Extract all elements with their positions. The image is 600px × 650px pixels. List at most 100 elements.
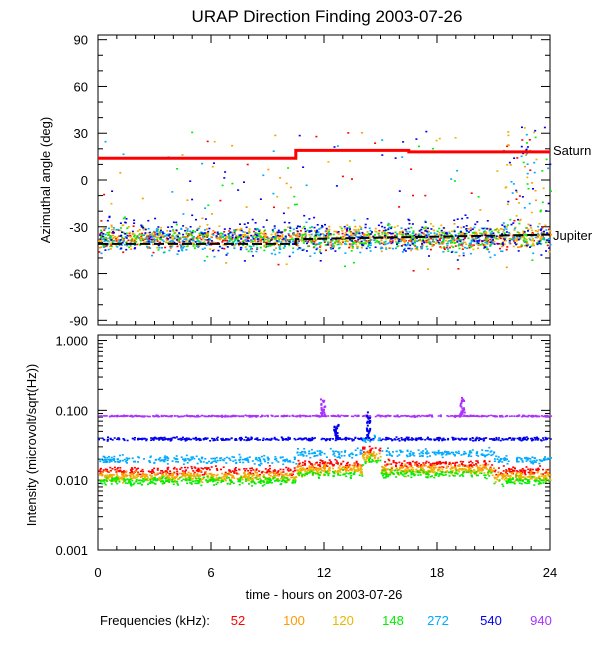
azimuth-point-540 [182,233,185,236]
intensity-point-540 [270,438,273,440]
intensity-point-272 [500,458,503,460]
intensity-point-272 [538,459,541,461]
azimuth-point-100 [205,233,208,235]
azimuth-point-120 [400,233,403,236]
azimuth-point-120 [292,234,295,236]
intensity-point-272 [529,458,532,460]
intensity-point-940 [125,415,128,417]
azimuth-point-540 [364,226,367,229]
intensity-point-940 [128,415,131,417]
intensity-point-540 [153,437,156,440]
azimuth-point-148 [291,238,294,241]
intensity-point-272 [202,461,205,463]
intensity-point-100 [226,475,229,477]
azimuth-point-272 [369,242,372,244]
intensity-point-52 [249,467,252,470]
intensity-point-272 [455,451,457,453]
azimuth-point-540 [422,240,425,242]
intensity-point-52 [130,467,133,469]
azimuth-point-540 [112,231,115,234]
azimuth-point-540 [525,148,528,151]
intensity-point-52 [454,461,457,464]
azimuth-point-120 [505,226,508,228]
azimuth-point-272 [202,235,204,238]
intensity-point-52 [471,462,474,464]
intensity-panel-frame [97,334,551,551]
intensity-point-272 [247,459,249,462]
azimuth-point-120 [432,229,435,232]
intensity-point-540 [196,438,199,440]
intensity-point-272 [266,457,269,459]
azimuth-point-100 [534,230,537,232]
azimuth-point-52 [188,233,190,235]
azimuth-point-540 [305,250,308,252]
intensity-point-52 [483,464,486,466]
intensity-point-940 [247,415,250,417]
azimuth-point-100 [401,230,404,233]
azimuth-point-148 [227,234,230,237]
azimuth-point-540 [279,231,282,233]
intensity-point-52 [542,468,544,471]
azimuth-point-100 [403,240,406,242]
intensity-point-272 [259,460,262,463]
azimuth-point-540 [481,240,484,242]
azimuth-point-52 [98,251,101,253]
azimuth-point-100 [501,245,504,248]
azimuth-point-148 [490,243,493,246]
intensity-point-272 [349,453,352,455]
azimuth-point-52 [369,240,371,242]
intensity-point-272 [531,462,534,464]
intensity-point-52 [120,471,123,473]
azimuth-point-120 [515,215,518,217]
azimuth-point-148 [390,226,393,228]
azimuth-point-148 [182,236,185,238]
azimuth-point-272 [278,251,281,254]
azimuth-point-100 [454,239,457,241]
azimuth-point-52 [429,243,432,245]
intensity-point-272 [373,434,376,437]
intensity-point-272 [128,457,131,460]
intensity-point-540 [493,439,496,441]
azimuth-point-148 [516,231,519,233]
azimuth-point-148 [284,237,287,239]
azimuth-point-100 [530,227,533,229]
intensity-point-540 [407,436,410,439]
intensity-point-540 [434,438,437,441]
intensity-y-tick-label: 0.010 [55,473,88,488]
azimuth-point-540 [421,226,424,229]
azimuth-point-100 [402,244,405,246]
azimuth-point-120 [255,232,258,234]
azimuth-point-272 [487,236,489,239]
azimuth-point-272 [537,233,540,235]
intensity-point-272 [183,460,186,462]
azimuth-point-148 [303,233,306,236]
intensity-point-540 [530,437,533,440]
azimuth-point-120 [440,224,443,227]
azimuth-point-540 [418,230,421,232]
azimuth-point-540 [125,237,128,239]
azimuth-point-148 [523,237,526,240]
azimuth-point-120 [358,225,361,228]
azimuth-point-52 [387,232,390,234]
intensity-point-52 [424,462,427,464]
intensity-point-272 [441,453,444,455]
azimuth-point-100 [266,239,269,241]
intensity-point-272 [378,437,381,439]
azimuth-point-540 [245,226,248,229]
azimuth-point-272 [133,244,136,246]
intensity-point-940 [244,414,247,416]
azimuth-point-540 [402,141,405,143]
azimuth-point-52 [273,206,275,209]
azimuth-point-120 [407,234,410,237]
intensity-point-540 [346,437,349,440]
azimuth-point-148 [531,259,534,261]
intensity-point-272 [464,452,467,455]
intensity-point-272 [530,462,533,464]
azimuth-point-148 [309,226,312,229]
intensity-point-52 [493,470,496,473]
azimuth-point-120 [115,244,118,247]
intensity-point-52 [462,461,465,463]
azimuth-point-148 [452,246,455,248]
intensity-point-272 [372,439,375,441]
intensity-point-940 [245,415,248,417]
